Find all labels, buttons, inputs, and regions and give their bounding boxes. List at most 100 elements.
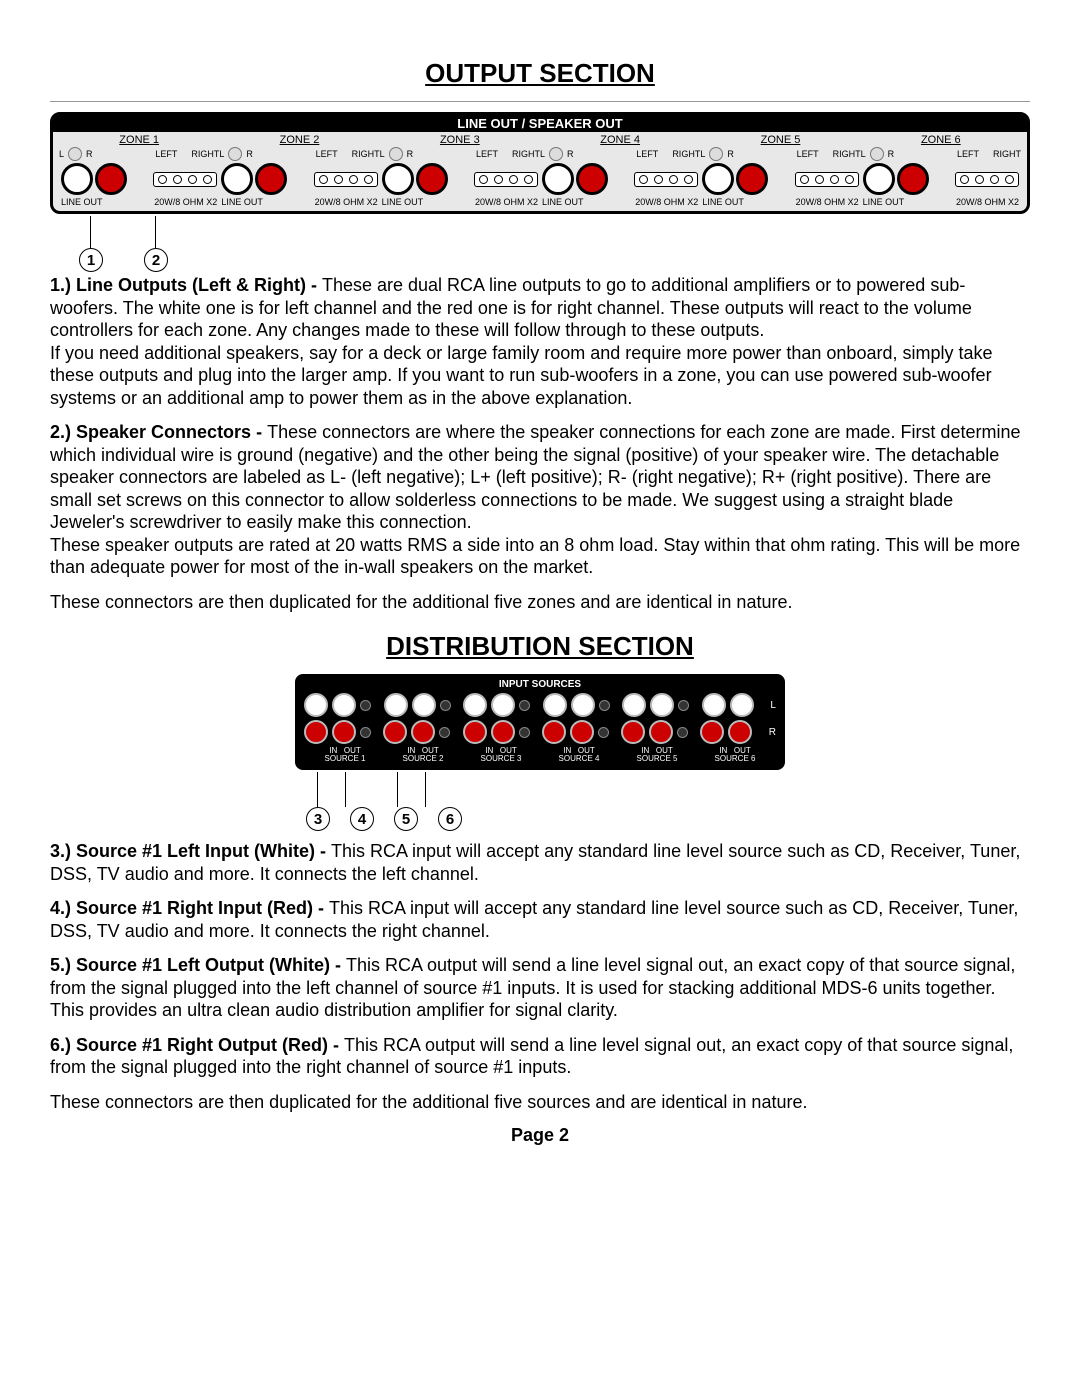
screw-icon [68, 147, 82, 161]
p2b-text: These speaker outputs are rated at 20 wa… [50, 535, 1020, 578]
rca-white-icon [702, 163, 734, 195]
rca-white-icon [61, 163, 93, 195]
zone-6: ZONE 6LRLEFTRIGHTLINE OUT20W/8 OHM X2 [861, 134, 1021, 207]
p4-head: 4.) Source #1 Right Input (Red) - [50, 898, 329, 918]
rca-red-icon [416, 163, 448, 195]
zone-title: ZONE 5 [700, 134, 860, 146]
zone-2: ZONE 2LRLEFTRIGHTLINE OUT20W/8 OHM X2 [219, 134, 379, 207]
source-4-white [543, 693, 610, 717]
screw-icon [519, 700, 530, 711]
rca-red-icon [304, 720, 328, 744]
source-2-red [383, 720, 450, 744]
rca-white-icon [332, 693, 356, 717]
source-label: IN OUTSOURCE 2 [384, 747, 462, 763]
source-6-red [700, 720, 752, 744]
speaker-connector [153, 172, 217, 187]
rca-red-icon [621, 720, 645, 744]
output-panel: LINE OUT / SPEAKER OUT ZONE 1LRLEFTRIGHT… [50, 112, 1030, 214]
rca-white-icon [702, 693, 726, 717]
p1-head: 1.) Line Outputs (Left & Right) - [50, 275, 322, 295]
p1b-text: If you need additional speakers, say for… [50, 343, 993, 408]
rca-white-icon [491, 693, 515, 717]
screw-icon [440, 700, 451, 711]
rca-white-icon [571, 693, 595, 717]
rca-white-icon [542, 163, 574, 195]
rca-red-icon [383, 720, 407, 744]
rca-white-icon [543, 693, 567, 717]
rca-red-icon [255, 163, 287, 195]
distribution-panel: INPUT SOURCES L R IN OUTSOURCE 1IN OUTSO… [295, 674, 785, 770]
rca-white-icon [412, 693, 436, 717]
rca-red-icon [332, 720, 356, 744]
rca-red-icon [728, 720, 752, 744]
rca-white-icon [650, 693, 674, 717]
source-label: IN OUTSOURCE 5 [618, 747, 696, 763]
screw-icon [677, 727, 688, 738]
screw-icon [228, 147, 242, 161]
distribution-panel-header: INPUT SOURCES [304, 679, 776, 690]
rca-white-icon [730, 693, 754, 717]
channel-label: R [769, 727, 776, 738]
p5-head: 5.) Source #1 Left Output (White) - [50, 955, 346, 975]
speaker-connector [795, 172, 859, 187]
rca-white-icon [622, 693, 646, 717]
rca-red-icon [897, 163, 929, 195]
source-1-white [304, 693, 371, 717]
zone-3: ZONE 3LRLEFTRIGHTLINE OUT20W/8 OHM X2 [380, 134, 540, 207]
source-3-red [463, 720, 530, 744]
rca-white-icon [304, 693, 328, 717]
callout-2: 2 [144, 248, 168, 272]
callout-5: 5 [394, 807, 418, 831]
screw-icon [519, 727, 530, 738]
output-body-text: 1.) Line Outputs (Left & Right) - These … [50, 274, 1030, 613]
source-1-red [304, 720, 371, 744]
zone-1: ZONE 1LRLEFTRIGHTLINE OUT20W/8 OHM X2 [59, 134, 219, 207]
source-2-white [384, 693, 451, 717]
screw-icon [598, 727, 609, 738]
rca-red-icon [700, 720, 724, 744]
source-3-white [463, 693, 530, 717]
source-label: IN OUTSOURCE 4 [540, 747, 618, 763]
screw-icon [599, 700, 610, 711]
distribution-body-text: 3.) Source #1 Left Input (White) - This … [50, 840, 1030, 1113]
zone-title: ZONE 4 [540, 134, 700, 146]
source-4-red [542, 720, 609, 744]
p6-head: 6.) Source #1 Right Output (Red) - [50, 1035, 344, 1055]
screw-icon [389, 147, 403, 161]
zone-5: ZONE 5LRLEFTRIGHTLINE OUT20W/8 OHM X2 [700, 134, 860, 207]
rca-white-icon [384, 693, 408, 717]
rca-red-icon [411, 720, 435, 744]
source-label: IN OUTSOURCE 1 [306, 747, 384, 763]
rca-white-icon [382, 163, 414, 195]
distribution-section-title: DISTRIBUTION SECTION [50, 631, 1030, 662]
p2-head: 2.) Speaker Connectors - [50, 422, 267, 442]
p7-text: These connectors are then duplicated for… [50, 1091, 1030, 1114]
source-5-red [621, 720, 688, 744]
rule [50, 101, 1030, 102]
callout-3: 3 [306, 807, 330, 831]
source-label: IN OUTSOURCE 3 [462, 747, 540, 763]
output-panel-header: LINE OUT / SPEAKER OUT [53, 115, 1027, 132]
source-label: IN OUTSOURCE 6 [696, 747, 774, 763]
speaker-connector [314, 172, 378, 187]
p2c-text: These connectors are then duplicated for… [50, 591, 1030, 614]
source-5-white [622, 693, 689, 717]
channel-label: L [770, 700, 776, 711]
screw-icon [870, 147, 884, 161]
p3-head: 3.) Source #1 Left Input (White) - [50, 841, 331, 861]
source-6-white [702, 693, 754, 717]
zone-title: ZONE 6 [861, 134, 1021, 146]
rca-white-icon [863, 163, 895, 195]
speaker-connector [955, 172, 1019, 187]
output-section-title: OUTPUT SECTION [50, 58, 1030, 89]
screw-icon [360, 700, 371, 711]
rca-red-icon [649, 720, 673, 744]
rca-red-icon [542, 720, 566, 744]
callout-4: 4 [350, 807, 374, 831]
rca-red-icon [491, 720, 515, 744]
rca-white-icon [463, 693, 487, 717]
rca-red-icon [736, 163, 768, 195]
page-number: Page 2 [50, 1125, 1030, 1146]
speaker-connector [474, 172, 538, 187]
rca-red-icon [463, 720, 487, 744]
